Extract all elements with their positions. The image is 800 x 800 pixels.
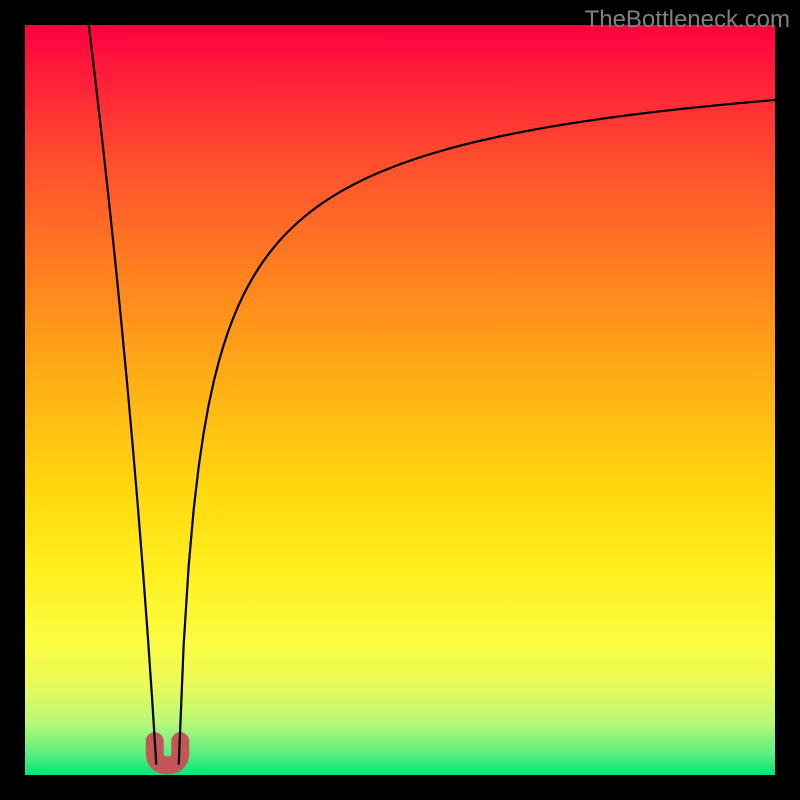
chart-frame: TheBottleneck.com bbox=[0, 0, 800, 800]
bottleneck-chart bbox=[25, 25, 775, 775]
chart-background bbox=[25, 25, 775, 775]
watermark-text: TheBottleneck.com bbox=[585, 6, 790, 34]
